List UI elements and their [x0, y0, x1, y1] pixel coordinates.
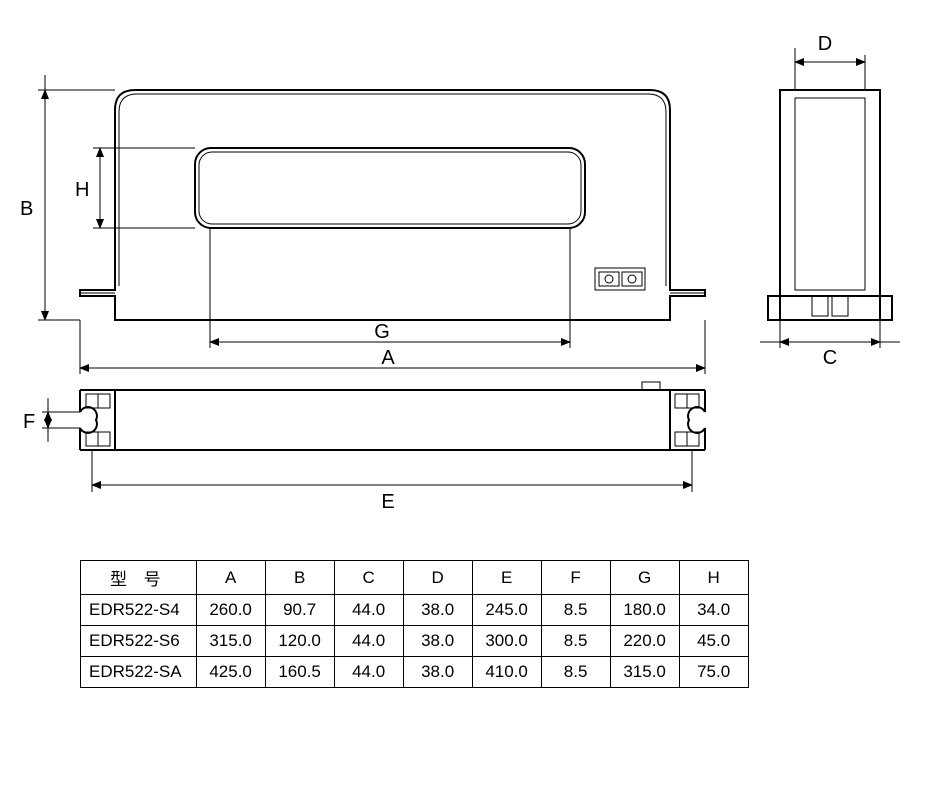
cell: 8.5 [541, 657, 610, 688]
dim-label-B: B [20, 198, 33, 220]
dim-label-D: D [818, 33, 832, 55]
cell: 8.5 [541, 626, 610, 657]
cell: 315.0 [196, 626, 265, 657]
cell: 8.5 [541, 595, 610, 626]
cell-model: EDR522-S4 [81, 595, 197, 626]
table-header-row: 型 号 A B C D E F G H [81, 561, 749, 595]
cell: 425.0 [196, 657, 265, 688]
col-A: A [196, 561, 265, 595]
cell: 160.5 [265, 657, 334, 688]
cell: 260.0 [196, 595, 265, 626]
dim-label-C: C [823, 347, 837, 369]
table-row: EDR522-S4 260.0 90.7 44.0 38.0 245.0 8.5… [81, 595, 749, 626]
col-H: H [679, 561, 748, 595]
dimension-drawing: B H G A D C E F [20, 20, 900, 530]
cell: 38.0 [403, 626, 472, 657]
dim-label-H: H [75, 179, 89, 201]
dim-label-G: G [374, 321, 390, 343]
cell: 90.7 [265, 595, 334, 626]
cell: 315.0 [610, 657, 679, 688]
dim-label-A: A [381, 347, 395, 369]
col-model: 型 号 [81, 561, 197, 595]
cell-model: EDR522-S6 [81, 626, 197, 657]
cell: 75.0 [679, 657, 748, 688]
cell: 220.0 [610, 626, 679, 657]
dim-label-F: F [23, 411, 35, 433]
cell: 245.0 [472, 595, 541, 626]
col-B: B [265, 561, 334, 595]
table-row: EDR522-SA 425.0 160.5 44.0 38.0 410.0 8.… [81, 657, 749, 688]
dimension-table: 型 号 A B C D E F G H EDR522-S4 260.0 90.7… [80, 560, 749, 688]
cell: 38.0 [403, 657, 472, 688]
col-C: C [334, 561, 403, 595]
cell: 410.0 [472, 657, 541, 688]
cell: 44.0 [334, 657, 403, 688]
cell-model: EDR522-SA [81, 657, 197, 688]
cell: 120.0 [265, 626, 334, 657]
cell: 300.0 [472, 626, 541, 657]
cell: 180.0 [610, 595, 679, 626]
cell: 34.0 [679, 595, 748, 626]
table-row: EDR522-S6 315.0 120.0 44.0 38.0 300.0 8.… [81, 626, 749, 657]
cell: 44.0 [334, 595, 403, 626]
col-E: E [472, 561, 541, 595]
col-D: D [403, 561, 472, 595]
dim-label-E: E [381, 491, 394, 513]
cell: 38.0 [403, 595, 472, 626]
col-F: F [541, 561, 610, 595]
cell: 45.0 [679, 626, 748, 657]
col-G: G [610, 561, 679, 595]
cell: 44.0 [334, 626, 403, 657]
